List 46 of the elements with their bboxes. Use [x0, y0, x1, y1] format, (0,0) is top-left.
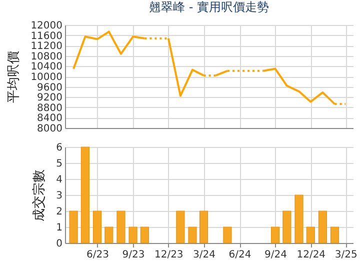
y-tick-label: 8400: [37, 113, 62, 124]
bar: [104, 226, 114, 244]
bar: [318, 210, 327, 244]
y-tick-label: 1: [56, 222, 62, 234]
bar: [294, 194, 304, 244]
x-tick-label: 12/24: [296, 250, 326, 260]
bar: [116, 210, 126, 244]
y-tick-label: 6: [56, 142, 62, 154]
bar: [330, 226, 340, 244]
y-tick-label: 8800: [37, 102, 62, 114]
y-tick-label: 9200: [37, 92, 62, 104]
x-tick-label: 3/24: [193, 250, 216, 260]
y-tick-label: 10800: [30, 51, 62, 62]
y-tick-label: 8000: [37, 124, 62, 134]
bar: [306, 226, 315, 244]
y-tick-label: 9600: [37, 82, 62, 94]
bar: [140, 226, 149, 244]
bar: [128, 226, 138, 244]
y-tick-label: 3: [56, 190, 62, 202]
y-axis-title: 成交宗數: [31, 170, 48, 222]
y-tick-label: 10000: [30, 72, 62, 83]
y-tick-label: 5: [56, 158, 62, 170]
y-tick-label: 11200: [30, 41, 62, 52]
x-tick-label: 6/24: [228, 250, 252, 260]
y-tick-label: 10400: [30, 62, 62, 73]
x-tick-label: 6/23: [86, 250, 109, 260]
bar: [270, 226, 280, 244]
x-tick-label: 12/23: [154, 250, 184, 260]
bar: [223, 226, 232, 244]
x-tick-label: 9/24: [264, 250, 287, 260]
y-axis-title: 平均呎價: [6, 51, 22, 103]
y-tick-label: 0: [56, 238, 62, 250]
y-tick-label: 4: [56, 174, 62, 186]
bar: [176, 210, 185, 244]
chart-title: 翹翠峰 - 實用呎價走勢: [149, 0, 269, 14]
bar: [199, 210, 208, 244]
bar: [282, 210, 292, 244]
bar: [69, 210, 78, 244]
y-tick-label: 11600: [30, 30, 62, 42]
bar: [92, 210, 102, 244]
x-tick-label: 9/23: [122, 250, 145, 260]
bar: [80, 146, 90, 244]
y-tick-label: 2: [56, 206, 62, 218]
bar: [188, 226, 197, 244]
x-tick-label: 3/25: [334, 250, 358, 260]
y-tick-label: 12000: [30, 20, 62, 32]
